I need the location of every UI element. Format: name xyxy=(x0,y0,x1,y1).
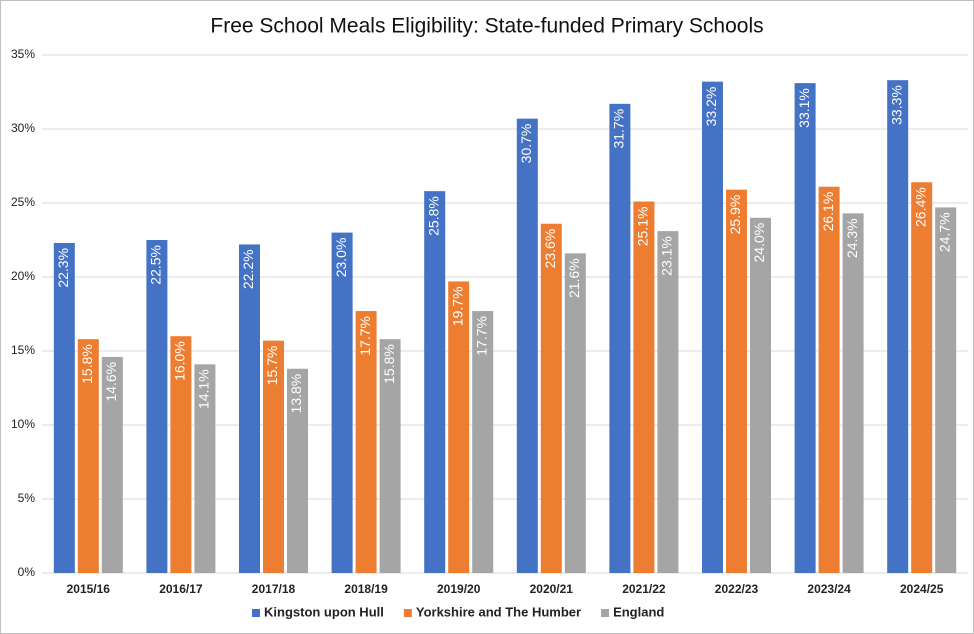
bar xyxy=(702,81,723,573)
bar xyxy=(424,191,446,573)
legend-label: England xyxy=(613,604,664,619)
data-label: 25.9% xyxy=(727,195,743,235)
y-tick-label: 20% xyxy=(11,269,35,283)
bar xyxy=(287,368,308,573)
data-label: 22.3% xyxy=(55,248,71,288)
data-label: 15.7% xyxy=(264,346,280,386)
data-label: 16.0% xyxy=(172,341,188,381)
data-label: 26.4% xyxy=(912,187,928,227)
bar xyxy=(726,189,747,573)
bar xyxy=(331,232,353,573)
data-label: 21.6% xyxy=(566,258,582,298)
bar xyxy=(379,339,401,573)
data-label: 33.1% xyxy=(796,88,812,128)
data-label: 24.7% xyxy=(936,212,952,252)
x-tick-label: 2024/25 xyxy=(900,582,944,596)
y-tick-label: 10% xyxy=(11,417,35,431)
bar xyxy=(472,311,494,573)
legend-swatch xyxy=(601,609,610,617)
bar xyxy=(750,217,771,574)
bar xyxy=(609,103,631,573)
data-label: 17.7% xyxy=(473,316,489,356)
bar xyxy=(355,311,377,573)
y-tick-label: 25% xyxy=(11,195,35,209)
bar xyxy=(935,207,957,573)
data-label: 17.7% xyxy=(357,316,373,356)
y-tick-label: 5% xyxy=(18,491,36,505)
bar xyxy=(239,244,260,573)
y-tick-label: 0% xyxy=(18,565,36,579)
data-label: 14.1% xyxy=(196,369,212,409)
data-label: 22.2% xyxy=(240,249,256,289)
data-label: 33.2% xyxy=(703,87,719,127)
legend-swatch xyxy=(403,609,412,617)
bar xyxy=(794,83,816,574)
bar xyxy=(194,364,216,573)
data-label: 24.0% xyxy=(751,223,767,263)
legend-label: Kingston upon Hull xyxy=(264,604,384,619)
y-tick-label: 15% xyxy=(11,343,35,357)
y-tick-label: 30% xyxy=(11,121,35,135)
bar xyxy=(842,213,864,574)
bar xyxy=(540,223,562,573)
legend-swatch xyxy=(252,609,260,617)
y-tick-label: 35% xyxy=(11,47,35,61)
bar xyxy=(657,231,679,573)
data-label: 19.7% xyxy=(449,286,465,326)
x-tick-label: 2019/20 xyxy=(437,582,481,596)
data-label: 24.3% xyxy=(844,218,860,258)
x-tick-label: 2016/17 xyxy=(159,582,203,596)
bar xyxy=(448,281,470,573)
x-tick-label: 2021/22 xyxy=(622,582,666,596)
bar xyxy=(263,340,284,573)
bar xyxy=(170,336,192,573)
bar xyxy=(77,339,99,573)
bar xyxy=(101,356,123,573)
data-label: 26.1% xyxy=(820,192,836,232)
data-label: 13.8% xyxy=(288,374,304,414)
data-label: 30.7% xyxy=(518,124,534,164)
x-tick-label: 2020/21 xyxy=(530,582,574,596)
data-label: 25.1% xyxy=(635,207,651,247)
x-tick-label: 2018/19 xyxy=(344,582,388,596)
data-label: 23.0% xyxy=(333,238,349,278)
bar xyxy=(146,240,168,573)
data-label: 23.1% xyxy=(659,236,675,276)
data-label: 31.7% xyxy=(611,109,627,149)
bar xyxy=(911,182,933,573)
x-tick-label: 2015/16 xyxy=(67,582,111,596)
chart-title: Free School Meals Eligibility: State-fun… xyxy=(210,15,763,38)
bar xyxy=(633,201,655,573)
legend-label: Yorkshire and The Humber xyxy=(416,604,581,619)
data-label: 22.5% xyxy=(148,245,164,285)
data-label: 33.3% xyxy=(888,85,904,125)
x-tick-label: 2022/23 xyxy=(715,582,759,596)
bar xyxy=(564,253,586,573)
data-label: 23.6% xyxy=(542,229,558,269)
bar xyxy=(516,118,538,573)
bar xyxy=(53,242,75,573)
data-label: 25.8% xyxy=(425,196,441,236)
data-label: 15.8% xyxy=(79,344,95,384)
x-tick-label: 2017/18 xyxy=(252,582,296,596)
bar xyxy=(887,80,909,573)
data-label: 15.8% xyxy=(381,344,397,384)
bar xyxy=(818,186,840,573)
data-label: 14.6% xyxy=(103,362,119,402)
x-tick-label: 2023/24 xyxy=(807,582,851,596)
